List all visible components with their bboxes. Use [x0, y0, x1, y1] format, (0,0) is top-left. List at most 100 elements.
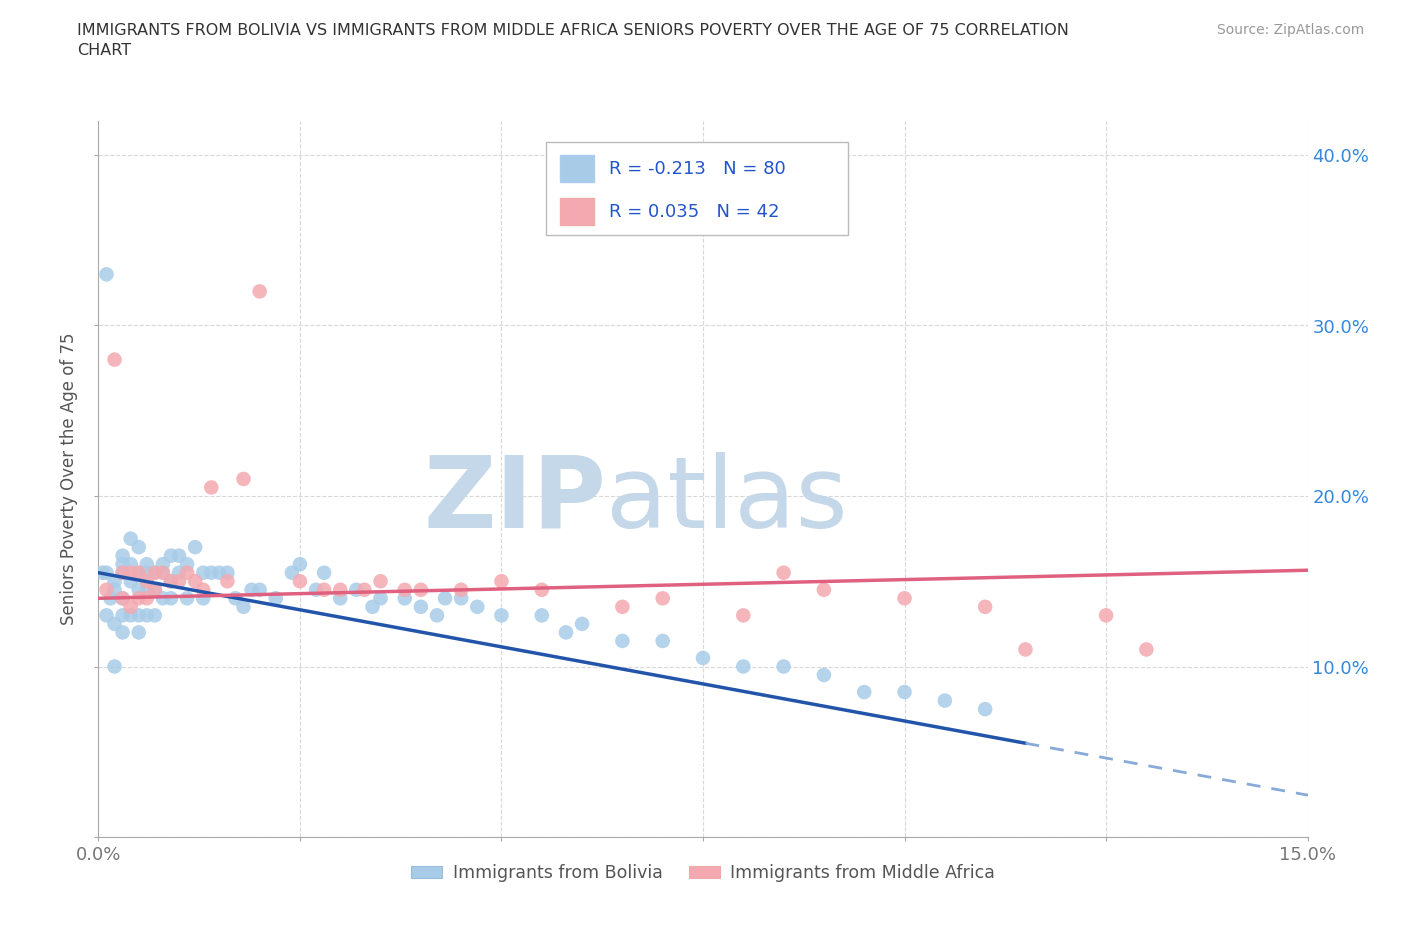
- Point: [143, 565, 166, 580]
- Point: [232, 600, 254, 615]
- Point: [394, 591, 416, 605]
- Point: [217, 574, 239, 589]
- Text: R = 0.035   N = 42: R = 0.035 N = 42: [609, 203, 779, 220]
- Point: [974, 702, 997, 717]
- Point: [111, 591, 134, 605]
- FancyBboxPatch shape: [561, 198, 595, 225]
- Point: [128, 565, 150, 580]
- Point: [193, 565, 215, 580]
- Point: [224, 591, 246, 605]
- FancyBboxPatch shape: [546, 142, 848, 235]
- Point: [305, 582, 328, 597]
- Point: [128, 582, 150, 597]
- Point: [314, 565, 336, 580]
- Point: [152, 565, 174, 580]
- Point: [128, 625, 150, 640]
- Point: [200, 480, 222, 495]
- Point: [651, 633, 673, 648]
- Point: [1135, 642, 1157, 657]
- Point: [100, 591, 122, 605]
- Y-axis label: Seniors Poverty Over the Age of 75: Seniors Poverty Over the Age of 75: [60, 333, 79, 625]
- Point: [394, 582, 416, 597]
- Point: [160, 574, 183, 589]
- Point: [651, 591, 673, 605]
- Point: [450, 582, 472, 597]
- Point: [160, 591, 183, 605]
- Text: ZIP: ZIP: [423, 452, 606, 549]
- Point: [111, 557, 134, 572]
- Point: [193, 591, 215, 605]
- Point: [934, 693, 956, 708]
- Point: [176, 591, 198, 605]
- Point: [96, 267, 118, 282]
- Point: [344, 582, 367, 597]
- Point: [128, 591, 150, 605]
- Point: [143, 565, 166, 580]
- Point: [111, 591, 134, 605]
- Text: atlas: atlas: [606, 452, 848, 549]
- Text: IMMIGRANTS FROM BOLIVIA VS IMMIGRANTS FROM MIDDLE AFRICA SENIORS POVERTY OVER TH: IMMIGRANTS FROM BOLIVIA VS IMMIGRANTS FR…: [77, 23, 1069, 58]
- Point: [103, 352, 125, 367]
- Point: [135, 565, 157, 580]
- Point: [184, 539, 207, 554]
- Point: [491, 574, 513, 589]
- Point: [353, 582, 375, 597]
- Point: [176, 557, 198, 572]
- Point: [143, 582, 166, 597]
- Point: [217, 565, 239, 580]
- Point: [111, 549, 134, 564]
- Point: [143, 582, 166, 597]
- Point: [103, 659, 125, 674]
- Text: Source: ZipAtlas.com: Source: ZipAtlas.com: [1216, 23, 1364, 37]
- Point: [409, 582, 432, 597]
- Point: [120, 574, 142, 589]
- Point: [249, 582, 271, 597]
- Point: [208, 565, 231, 580]
- Point: [853, 684, 876, 699]
- Point: [111, 608, 134, 623]
- Point: [167, 574, 190, 589]
- Point: [176, 565, 198, 580]
- Point: [974, 600, 997, 615]
- Point: [733, 608, 755, 623]
- Point: [152, 565, 174, 580]
- Point: [370, 574, 392, 589]
- Point: [96, 565, 118, 580]
- Point: [361, 600, 384, 615]
- Point: [612, 600, 634, 615]
- Point: [314, 582, 336, 597]
- Point: [128, 608, 150, 623]
- Point: [491, 608, 513, 623]
- Point: [120, 531, 142, 546]
- Point: [111, 565, 134, 580]
- Point: [96, 582, 118, 597]
- Point: [409, 600, 432, 615]
- Point: [103, 574, 125, 589]
- Point: [143, 608, 166, 623]
- Point: [120, 608, 142, 623]
- Point: [288, 574, 311, 589]
- Point: [370, 591, 392, 605]
- Point: [555, 625, 578, 640]
- Point: [281, 565, 304, 580]
- Point: [772, 565, 794, 580]
- Point: [530, 582, 553, 597]
- Point: [128, 565, 150, 580]
- Point: [111, 565, 134, 580]
- Point: [813, 668, 835, 683]
- Point: [120, 557, 142, 572]
- Point: [692, 651, 714, 666]
- Point: [264, 591, 287, 605]
- Point: [240, 582, 263, 597]
- Point: [111, 625, 134, 640]
- Point: [135, 574, 157, 589]
- Point: [91, 565, 114, 580]
- Point: [813, 582, 835, 597]
- Point: [103, 582, 125, 597]
- Point: [167, 565, 190, 580]
- Point: [571, 617, 593, 631]
- Point: [200, 565, 222, 580]
- Point: [120, 565, 142, 580]
- Point: [249, 284, 271, 299]
- Point: [160, 574, 183, 589]
